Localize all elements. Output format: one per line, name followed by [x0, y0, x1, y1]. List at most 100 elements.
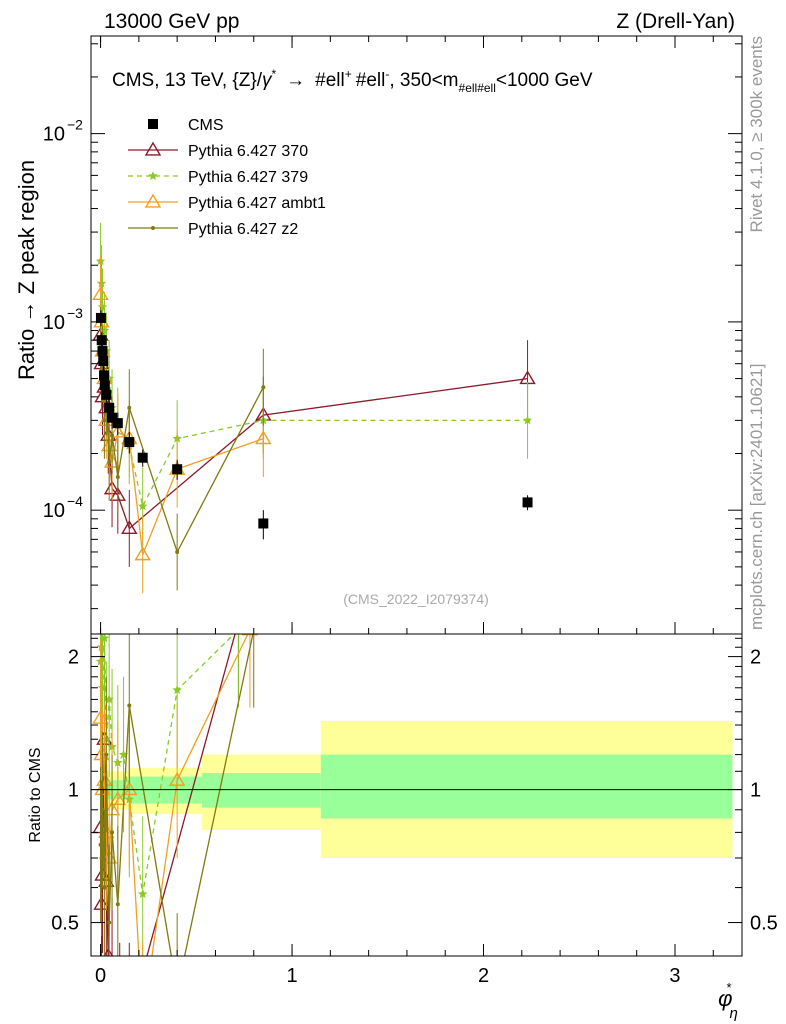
y-tick-exp-1: −3	[67, 305, 83, 321]
x-tick-label-0: 0	[95, 965, 106, 987]
series-point-2-9	[134, 546, 151, 561]
legend-marker-3	[144, 193, 162, 208]
ratio-point-1-5	[104, 694, 114, 704]
ratio-point-2-9	[136, 1014, 150, 1024]
y-tick-label-2: 10	[43, 500, 65, 522]
series-point-0-8	[121, 520, 138, 535]
legend-marker-4	[151, 226, 155, 230]
cms-point-6	[101, 389, 112, 400]
series-point-3-9	[175, 549, 180, 554]
ratio-frame	[90, 633, 743, 957]
ratio-point-2-10	[168, 771, 186, 786]
legend-marker-2	[148, 171, 158, 180]
cms-point-9	[112, 418, 123, 429]
legend-label-4: Pythia 6.427 z2	[188, 221, 298, 238]
header-left: 13000 GeV pp	[104, 10, 239, 33]
ratio-point-0-6	[105, 968, 119, 980]
header-right: Z (Drell-Yan)	[616, 10, 735, 33]
cms-point-5	[99, 380, 110, 391]
y-tick-label-1: 10	[43, 312, 65, 334]
series-point-2-11	[255, 430, 272, 445]
ratio-point-1-12	[234, 625, 244, 634]
ratio-tick-label-right-0: 0.5	[750, 913, 778, 935]
ratio-tick-label-1: 1	[68, 780, 79, 802]
series-point-2-0	[92, 286, 109, 300]
legend-label-0: CMS	[188, 117, 224, 134]
legend: CMS Pythia 6.427 370 Pythia 6.427 379 Pythi…	[128, 117, 326, 238]
x-tick-label-2: 2	[478, 965, 489, 987]
y-axis-label: Ratio → Z peak region	[14, 160, 39, 380]
ratio-point-2-8	[121, 781, 138, 796]
cms-point-1	[96, 335, 107, 346]
ratio-point-2-11	[241, 634, 259, 636]
ratio-tick-label-0: 0.5	[51, 913, 79, 935]
cms-point-11	[137, 452, 148, 463]
ratio-point-3-8	[127, 703, 132, 708]
series-line-3	[99, 345, 264, 554]
cms-point-2	[97, 346, 108, 357]
ratio-point-1-1	[96, 642, 107, 652]
analysis-watermark: (CMS_2022_I2079374)	[343, 591, 489, 607]
ratio-point-1-10	[137, 889, 148, 899]
x-tick-label-3: 3	[669, 965, 680, 987]
cms-point-3	[98, 355, 109, 366]
legend-label-2: Pythia 6.427 379	[188, 169, 308, 186]
mcplots-label: mcplots.cern.ch [arXiv:2401.10621]	[747, 364, 766, 630]
series-point-1-1	[96, 278, 107, 288]
series-point-3-8	[127, 405, 132, 410]
cms-point-7	[104, 402, 115, 413]
cms-point-0	[95, 312, 106, 323]
cms-point-4	[99, 370, 110, 381]
series-point-3-7	[115, 475, 120, 480]
y-tick-exp-0: −2	[67, 117, 83, 133]
x-tick-label-1: 1	[286, 965, 297, 987]
ratio-point-3-2	[100, 807, 105, 812]
legend-marker-1	[144, 141, 162, 156]
ratio-point-1-3	[99, 634, 110, 643]
y-tick-exp-2: −4	[67, 493, 83, 509]
rivet-label: Rivet 4.1.0, ≥ 300k events	[747, 36, 766, 232]
plot-title: CMS, 13 TeV, {Z}/γ* → #ell+ #ell-, 350<m#el…	[112, 67, 593, 95]
cms-data-layer	[95, 310, 533, 540]
legend-marker-0	[148, 119, 158, 129]
series-point-1-3	[99, 325, 110, 335]
cms-point-8	[107, 412, 118, 423]
ratio-point-3-6	[110, 830, 115, 835]
cms-point-13	[258, 518, 269, 529]
series-point-3-10	[261, 385, 266, 390]
series-point-1-5	[104, 373, 114, 383]
ratio-point-0-7	[113, 1014, 127, 1024]
ratio-point-0-9	[231, 615, 245, 627]
legend-label-3: Pythia 6.427 ambt1	[188, 195, 326, 212]
cms-point-10	[124, 437, 135, 448]
series-point-3-3	[102, 418, 107, 423]
series-point-1-12	[522, 415, 533, 425]
ratio-series-layer	[92, 615, 259, 1024]
cms-point-14	[522, 497, 533, 508]
ratio-tick-label-right-2: 2	[750, 647, 761, 669]
ratio-point-0-8	[122, 1014, 136, 1024]
x-axis-label: φ* η	[718, 980, 738, 1022]
series-point-3-6	[110, 433, 115, 438]
series-point-2-7	[109, 423, 127, 438]
series-point-3-5	[107, 460, 112, 465]
ratio-tick-label-right-1: 1	[750, 780, 761, 802]
series-point-1-9	[137, 501, 148, 511]
ratio-point-3-3	[102, 885, 107, 890]
ratio-band-inner-3	[320, 754, 733, 819]
ratio-point-3-7	[115, 902, 120, 907]
ratio-y-axis-label: Ratio to CMS	[27, 747, 44, 842]
legend-label-1: Pythia 6.427 370	[188, 143, 308, 160]
y-tick-label-0: 10	[43, 124, 65, 146]
cms-point-12	[172, 464, 183, 475]
ratio-point-3-9	[175, 989, 179, 993]
ratio-point-1-11	[172, 685, 182, 695]
series-line-1	[99, 261, 528, 509]
ratio-tick-label-2: 2	[68, 647, 79, 669]
ratio-point-2-7	[109, 791, 127, 806]
ratio-point-1-8	[118, 749, 129, 759]
ratio-point-3-4	[104, 752, 109, 757]
axis-ticks: 0 1 2 310−210−310 −40.5 0.51 12 2	[43, 36, 778, 987]
main-series-layer	[92, 222, 536, 594]
